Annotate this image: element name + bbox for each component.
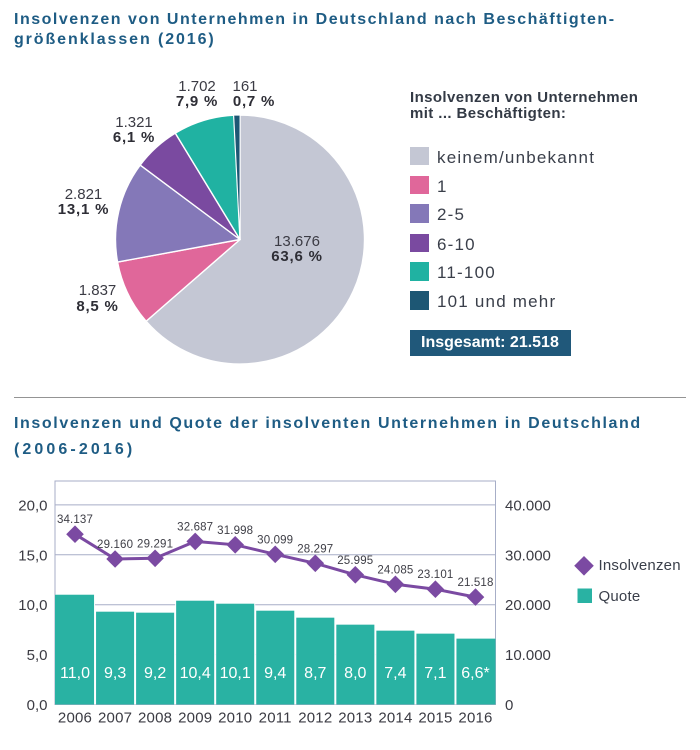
svg-text:8,7: 8,7 [304, 665, 326, 682]
svg-text:6,6*: 6,6* [461, 665, 489, 682]
svg-text:2011: 2011 [259, 710, 292, 727]
svg-text:2006: 2006 [58, 710, 92, 727]
svg-text:2016: 2016 [458, 710, 492, 727]
svg-text:30.000: 30.000 [505, 547, 551, 564]
svg-text:20,0: 20,0 [18, 497, 47, 514]
svg-text:11,0: 11,0 [60, 665, 90, 682]
svg-text:15,0: 15,0 [18, 547, 47, 564]
svg-text:9,3: 9,3 [104, 665, 126, 682]
svg-text:7,4: 7,4 [384, 665, 406, 682]
svg-text:7,1: 7,1 [424, 665, 446, 682]
svg-text:10,0: 10,0 [18, 597, 47, 614]
svg-text:10,4: 10,4 [180, 665, 211, 682]
svg-text:31.998: 31.998 [217, 525, 253, 537]
svg-text:2013: 2013 [338, 710, 372, 727]
svg-text:2014: 2014 [378, 710, 412, 727]
svg-text:2008: 2008 [138, 710, 172, 727]
svg-text:10,1: 10,1 [220, 665, 251, 682]
svg-text:30.099: 30.099 [257, 534, 293, 546]
svg-text:40.000: 40.000 [505, 497, 551, 514]
svg-text:20.000: 20.000 [505, 597, 551, 614]
svg-text:2010: 2010 [218, 710, 252, 727]
svg-text:23.101: 23.101 [417, 569, 453, 581]
svg-text:10.000: 10.000 [505, 647, 551, 664]
svg-text:21.518: 21.518 [457, 577, 493, 589]
svg-text:2012: 2012 [298, 710, 332, 727]
svg-text:9,4: 9,4 [264, 665, 286, 682]
svg-text:29.291: 29.291 [137, 538, 173, 550]
svg-text:9,2: 9,2 [144, 665, 166, 682]
svg-text:0,0: 0,0 [27, 697, 48, 714]
svg-text:28.297: 28.297 [297, 543, 333, 555]
svg-text:25.995: 25.995 [337, 555, 373, 567]
svg-text:8,0: 8,0 [344, 665, 366, 682]
svg-text:Quote: Quote [599, 588, 641, 605]
svg-text:24.085: 24.085 [377, 564, 413, 576]
svg-text:2007: 2007 [98, 710, 132, 727]
svg-text:34.137: 34.137 [57, 514, 93, 526]
svg-text:2015: 2015 [418, 710, 452, 727]
svg-text:0: 0 [505, 697, 513, 714]
svg-text:2009: 2009 [178, 710, 212, 727]
svg-text:32.687: 32.687 [177, 521, 213, 533]
svg-text:29.160: 29.160 [97, 539, 133, 551]
svg-text:5,0: 5,0 [27, 647, 48, 664]
svg-text:Insolvenzen: Insolvenzen [599, 557, 681, 574]
